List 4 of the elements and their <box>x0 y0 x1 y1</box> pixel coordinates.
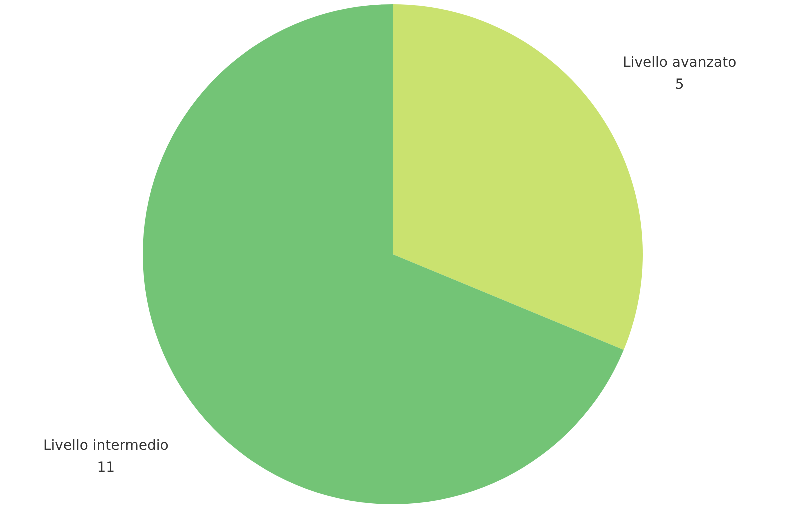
data-label: 5 <box>675 76 684 93</box>
slice-label: Livello intermedio <box>43 438 169 454</box>
slice-label: Livello avanzato <box>623 54 737 71</box>
data-label: 11 <box>97 460 116 476</box>
